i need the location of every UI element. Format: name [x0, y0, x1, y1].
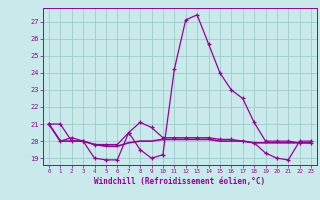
X-axis label: Windchill (Refroidissement éolien,°C): Windchill (Refroidissement éolien,°C) [94, 177, 266, 186]
